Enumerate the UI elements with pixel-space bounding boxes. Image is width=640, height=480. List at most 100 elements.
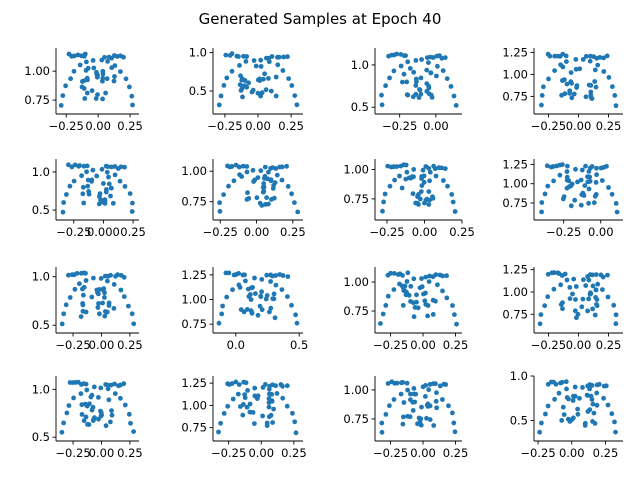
scatter-point	[541, 84, 546, 90]
scatter-point	[418, 422, 424, 428]
scatter-point	[414, 292, 419, 298]
y-tick-label: 1.00	[502, 67, 528, 81]
scatter-point	[118, 164, 124, 170]
scatter-point	[440, 288, 445, 294]
scatter-point	[218, 93, 224, 99]
scatter-point	[268, 279, 273, 284]
scatter-point	[394, 164, 400, 170]
scatter-point	[593, 272, 599, 277]
scatter-point	[610, 84, 615, 90]
scatter-point	[262, 71, 267, 77]
y-tick-label: 0.5	[189, 84, 207, 98]
scatter-point	[444, 273, 449, 279]
scatter-point	[588, 92, 594, 98]
scatter-point	[546, 76, 551, 82]
scatter-point	[221, 83, 227, 88]
scatter-point	[59, 321, 65, 327]
scatter-point	[268, 177, 274, 183]
scatter-point	[570, 291, 575, 297]
scatter-point	[434, 73, 439, 79]
scatter-point	[385, 293, 391, 299]
scatter-point	[251, 58, 257, 63]
scatter-point	[105, 278, 110, 284]
scatter-point	[383, 83, 388, 89]
scatter-point	[433, 381, 438, 387]
scatter-point	[572, 197, 578, 203]
scatter-point	[229, 164, 235, 169]
scatter-point	[103, 189, 109, 195]
scatter-point	[253, 63, 259, 69]
x-tick-label: 0.25	[596, 119, 622, 133]
x-tick-label: 0.25	[443, 446, 469, 460]
scatter-point	[573, 297, 578, 302]
y-tick-label: 0.5	[32, 203, 50, 217]
scatter-point	[63, 83, 68, 89]
x-tick-label: 0.00	[588, 225, 614, 239]
scatter-point	[244, 169, 250, 175]
scatter-point	[424, 81, 430, 86]
scatter-point	[112, 172, 118, 178]
scatter-point	[100, 199, 106, 205]
x-tick-label: 0.00	[85, 119, 111, 133]
scatter-point	[434, 405, 439, 411]
scatter-point	[273, 282, 279, 288]
scatter-point	[567, 285, 573, 290]
scatter-point	[237, 285, 243, 290]
scatter-point	[218, 420, 224, 426]
scatter-point	[582, 183, 588, 189]
x-tick-label: 0.5	[290, 338, 308, 352]
y-tick-label: 1.00	[181, 164, 207, 178]
scatter-point	[553, 381, 559, 387]
scatter-point	[589, 164, 595, 169]
scatter-point	[84, 90, 90, 96]
scatter-point	[566, 396, 571, 402]
scatter-point	[560, 162, 565, 168]
scatter-point	[243, 380, 249, 386]
scatter-point	[401, 400, 407, 405]
y-tick-label: 1.25	[181, 376, 207, 390]
scatter-point	[403, 292, 409, 298]
scatter-point	[230, 396, 236, 402]
scatter-point	[253, 291, 258, 296]
scatter-point	[274, 172, 280, 178]
scatter-point	[112, 74, 117, 79]
scatter-point	[60, 209, 66, 215]
scatter-point	[410, 191, 416, 197]
y-tick-label: 1.25	[502, 157, 528, 171]
scatter-point	[537, 429, 542, 435]
scatter-point	[407, 414, 413, 420]
scatter-point	[242, 78, 248, 83]
scatter-point	[112, 391, 118, 396]
scatter-point	[111, 306, 117, 311]
scatter-point	[293, 312, 298, 318]
scatter-point	[112, 381, 117, 387]
scatter-point	[121, 274, 127, 280]
scatter-point	[240, 163, 246, 169]
scatter-point	[266, 76, 271, 81]
scatter-point	[258, 168, 264, 174]
scatter-point	[266, 201, 271, 207]
y-tick-label: 0.75	[343, 304, 369, 318]
scatter-point	[379, 420, 385, 426]
scatter-point	[552, 396, 557, 402]
scatter-point	[566, 184, 572, 190]
scatter-point	[264, 293, 270, 298]
scatter-point	[601, 395, 606, 401]
scatter-point	[236, 271, 242, 276]
scatter-point	[603, 383, 609, 389]
scatter-point	[240, 94, 245, 100]
scatter-point	[558, 282, 564, 288]
scatter-point	[452, 429, 458, 435]
scatter-point	[539, 209, 544, 215]
scatter-point	[568, 70, 574, 75]
scatter-point	[425, 313, 430, 319]
scatter-point	[451, 420, 457, 426]
scatter-point	[89, 407, 95, 413]
scatter-point	[564, 81, 570, 87]
scatter-point	[289, 83, 295, 88]
scatter-point	[571, 276, 577, 282]
scatter-point	[284, 403, 290, 409]
subplot-9: −0.250.00 0.25 0.5 1.0	[32, 267, 143, 352]
scatter-point	[571, 415, 576, 421]
scatter-point	[244, 54, 250, 59]
